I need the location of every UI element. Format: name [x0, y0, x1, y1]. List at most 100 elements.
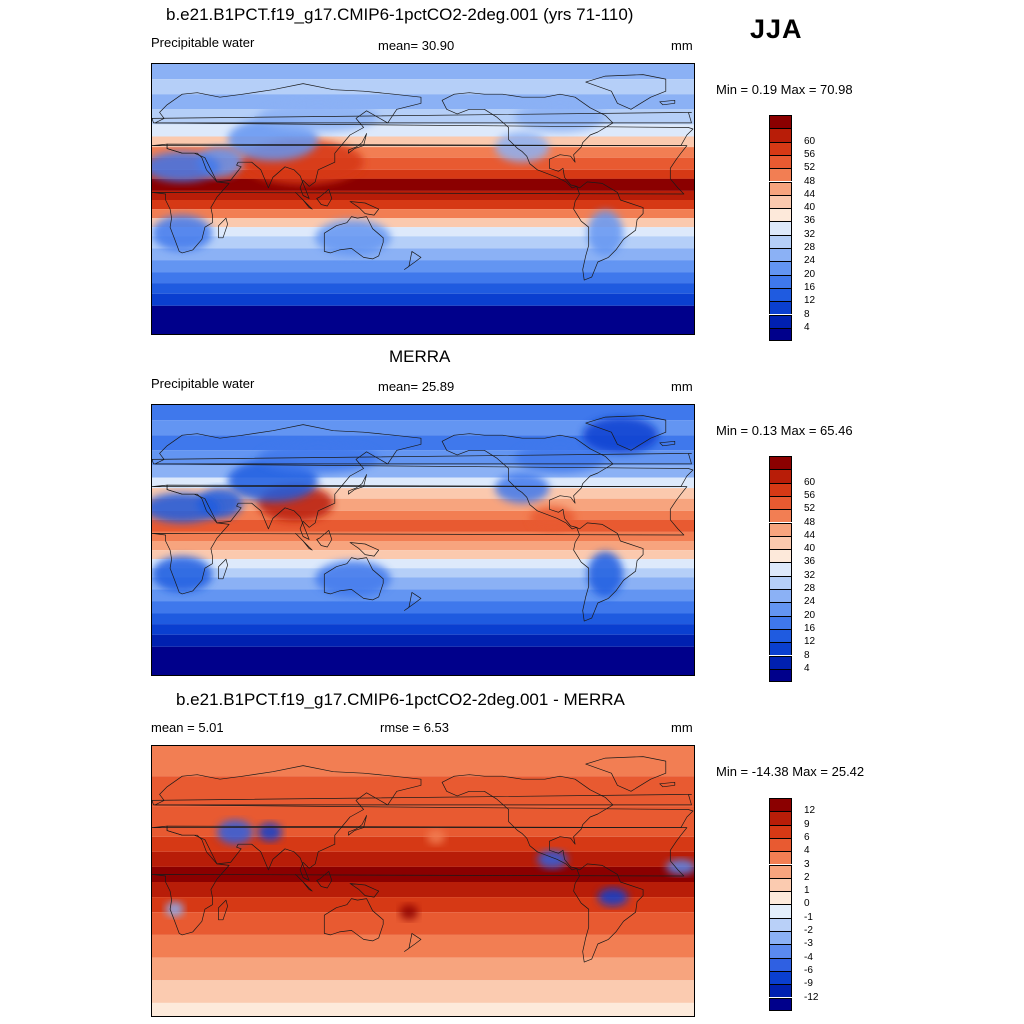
field-band — [152, 405, 694, 421]
panel-1-colorbar: 4 8 12 16 20 24 28 32 36 40 44 48 52 56 60 — [769, 115, 815, 342]
colorbar-tick-label: 3 — [804, 858, 810, 870]
field-band — [152, 227, 694, 237]
colorbar-tick-label: 12 — [804, 295, 816, 307]
colorbar-swatch — [769, 115, 792, 129]
colorbar-tick-label: 36 — [804, 215, 816, 227]
field-region — [257, 823, 282, 842]
field-band — [152, 746, 694, 777]
coastline — [585, 756, 667, 792]
season-label: JJA — [750, 14, 803, 44]
colorbar-tick-label: 44 — [804, 188, 816, 200]
colorbar-swatch — [769, 562, 792, 576]
colorbar-swatch — [769, 168, 792, 182]
colorbar-tick-label: 44 — [804, 529, 816, 541]
panel-1-variable-label: Precipitable water — [151, 35, 255, 50]
colorbar-swatch — [769, 668, 792, 683]
coastline — [152, 83, 694, 199]
coastline — [152, 765, 694, 881]
colorbar-swatch — [769, 549, 792, 563]
colorbar-swatch — [769, 522, 792, 536]
field-region — [495, 473, 550, 504]
panel-2-colorbar: 4 8 12 16 20 24 28 32 36 40 44 48 52 56 60 — [769, 456, 815, 683]
coastline — [404, 251, 422, 270]
colorbar-swatch — [769, 824, 792, 838]
field-band — [152, 248, 694, 261]
coastline — [295, 192, 313, 210]
coastline — [323, 898, 384, 942]
map-svg — [152, 405, 694, 675]
colorbar-swatch — [769, 931, 792, 945]
colorbar-swatch — [769, 904, 792, 918]
coastline — [218, 217, 228, 239]
field-band — [152, 601, 694, 614]
field-band — [152, 646, 694, 675]
colorbar-swatch — [769, 957, 792, 971]
colorbar-tick-label: -4 — [804, 951, 813, 963]
coastline — [152, 112, 692, 124]
coastline — [659, 440, 676, 447]
colorbar-tick-label: 36 — [804, 556, 816, 568]
panel-3-mean-label: mean = 5.01 — [151, 720, 224, 735]
colorbar-swatch — [769, 456, 792, 470]
panel-3-map — [151, 745, 695, 1017]
colorbar-tick-label: 28 — [804, 583, 816, 594]
field-region — [217, 820, 254, 845]
colorbar-tick-label: 2 — [804, 871, 810, 883]
colorbar-swatch — [769, 970, 792, 985]
panel-1-map — [151, 63, 695, 335]
coastline — [152, 484, 688, 595]
field-band — [152, 293, 694, 306]
coastline — [349, 542, 380, 557]
coastline — [218, 558, 228, 580]
field-band — [152, 519, 694, 532]
field-region — [495, 132, 550, 163]
colorbar-swatch — [769, 274, 792, 288]
panel-1-title: b.e21.B1PCT.f19_g17.CMIP6-1pctCO2-2deg.0… — [166, 5, 634, 24]
colorbar-tick-label: 56 — [804, 148, 816, 160]
coastline — [441, 774, 614, 871]
colorbar-tick-label: 12 — [804, 636, 816, 648]
colorbar-swatch — [769, 482, 792, 496]
coastline — [348, 815, 367, 836]
colorbar-tick-label: 40 — [804, 202, 816, 214]
field-band — [152, 897, 694, 913]
coastline — [573, 863, 644, 963]
coastline — [218, 899, 228, 921]
field-region — [514, 442, 606, 473]
colorbar-swatch — [769, 181, 792, 195]
colorbar-tick-label: 8 — [804, 649, 810, 661]
colorbar-swatch — [769, 602, 792, 616]
colorbar-tick-label: 1 — [804, 885, 810, 897]
colorbar-swatch — [769, 495, 792, 510]
field-region — [587, 210, 624, 256]
colorbar-swatch — [769, 208, 792, 222]
coastline — [316, 530, 333, 548]
colorbar-swatch — [769, 811, 792, 825]
colorbar-tick-label: -9 — [804, 978, 813, 990]
map-svg — [152, 746, 694, 1016]
field-band — [152, 634, 694, 647]
field-region — [587, 551, 624, 597]
coastline — [349, 883, 380, 898]
field-band — [152, 109, 694, 125]
field-band — [152, 283, 694, 294]
colorbar-swatch — [769, 314, 792, 328]
panel-2-minmax: Min = 0.13 Max = 65.46 — [716, 423, 853, 438]
field-region — [152, 492, 220, 523]
colorbar-swatch — [769, 261, 792, 275]
colorbar-tick-label: 60 — [804, 135, 816, 147]
field-band — [152, 882, 694, 898]
colorbar-swatch — [769, 575, 792, 589]
colorbar-tick-label: 28 — [804, 242, 816, 253]
field-band — [152, 64, 694, 80]
colorbar-swatch — [769, 851, 792, 865]
colorbar-tick-label: 20 — [804, 268, 816, 280]
coastline — [441, 433, 614, 530]
field-region — [597, 888, 628, 907]
colorbar-swatch — [769, 944, 792, 958]
panel-3-title: b.e21.B1PCT.f19_g17.CMIP6-1pctCO2-2deg.0… — [176, 690, 625, 709]
colorbar-swatch — [769, 469, 792, 483]
colorbar-tick-label: 16 — [804, 622, 816, 634]
panel-2-mean-label: mean= 25.89 — [378, 379, 455, 394]
colorbar-tick-label: 56 — [804, 489, 816, 501]
